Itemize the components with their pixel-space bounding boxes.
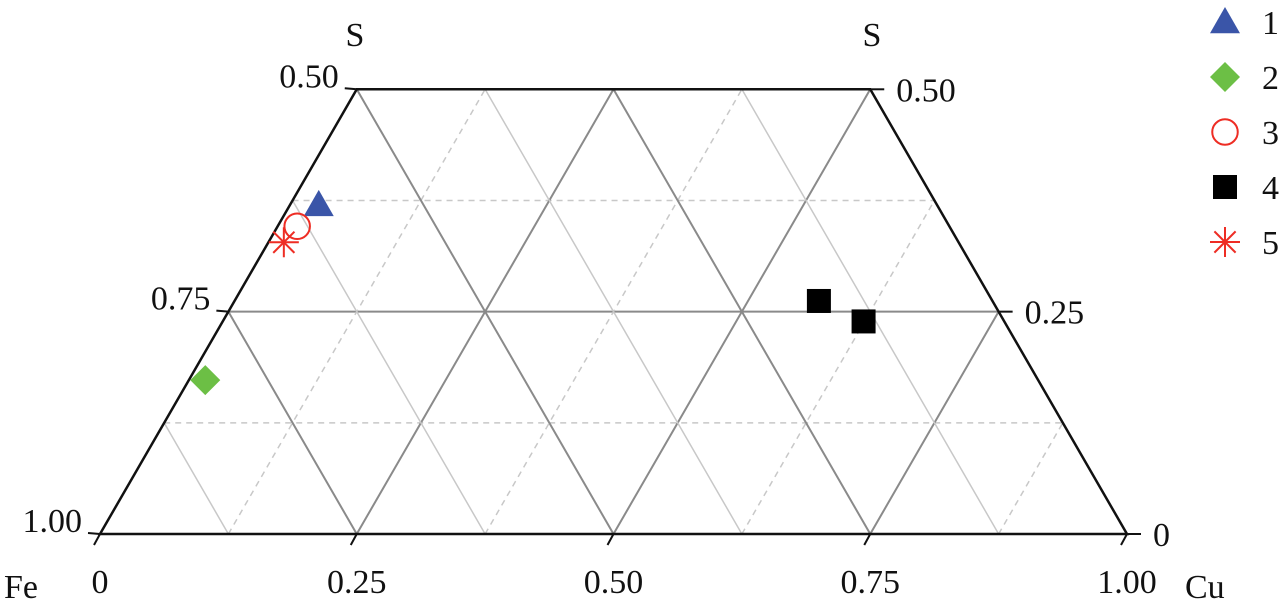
legend-label-2: 2 <box>1262 60 1279 97</box>
left-tick <box>344 87 357 91</box>
data-points <box>190 189 876 396</box>
asterisk-stroke <box>272 230 296 254</box>
grid <box>163 88 1064 535</box>
grid-line-cu <box>741 200 936 535</box>
bottom-tick-label: 0 <box>92 564 109 601</box>
bottom-tick-label: 0.75 <box>841 564 901 601</box>
right-tick-label: 0 <box>1153 517 1170 554</box>
grid-line-fe <box>227 311 358 535</box>
bottom-tick <box>1120 533 1128 546</box>
bottom-tick <box>349 533 358 546</box>
bottom-tick <box>93 533 101 546</box>
legend-marker-5 <box>1210 227 1240 257</box>
axis-ticks: 0 0.25 0.50 0.75 1.00 1.00 0.75 0.50 0 0.25 0.50 <box>23 58 1171 601</box>
right-tick-label: 0.25 <box>1025 295 1085 332</box>
legend-label-3: 3 <box>1262 115 1279 152</box>
right-tick-label: 0.50 <box>896 72 956 109</box>
top-right-axis-title: S <box>863 17 882 54</box>
left-tick-label: 1.00 <box>23 503 83 540</box>
top-left-axis-title: S <box>346 17 365 54</box>
legend-marker-1 <box>1210 7 1240 34</box>
fe-axis-title: Fe <box>4 569 38 606</box>
data-point-series-5 <box>268 227 299 258</box>
data-point-series-4 <box>851 309 876 334</box>
data-point-series-1 <box>303 189 334 217</box>
legend-marker-2 <box>1210 62 1240 92</box>
bottom-tick-label: 1.00 <box>1097 564 1157 601</box>
grid-line-fe <box>291 200 486 535</box>
grid-line-fe <box>612 88 872 535</box>
left-tick-label: 0.50 <box>279 58 339 95</box>
grid-line-fe <box>163 422 230 535</box>
legend-label-4: 4 <box>1262 170 1279 207</box>
data-point-series-2 <box>190 365 221 396</box>
asterisk-stroke <box>1213 230 1237 254</box>
left-tick <box>216 309 229 313</box>
bottom-tick <box>863 533 872 546</box>
grid-line-cu <box>997 422 1064 535</box>
data-point-series-4 <box>806 288 831 313</box>
cu-axis-title: Cu <box>1185 569 1225 606</box>
bottom-tick <box>606 533 615 546</box>
data-point-series-3 <box>283 212 311 241</box>
legend-label-5: 5 <box>1262 225 1279 262</box>
legend: 1 2 3 4 5 <box>1210 5 1279 262</box>
bottom-tick-label: 0.50 <box>584 564 644 601</box>
grid-line-fe <box>355 88 615 535</box>
legend-label-1: 1 <box>1262 5 1279 42</box>
legend-marker-3 <box>1211 118 1239 146</box>
left-tick-label: 0.75 <box>151 281 211 318</box>
legend-marker-4 <box>1213 175 1237 199</box>
grid-line-fe <box>484 88 743 535</box>
bottom-tick-label: 0.25 <box>327 564 387 601</box>
left-tick <box>87 532 101 535</box>
